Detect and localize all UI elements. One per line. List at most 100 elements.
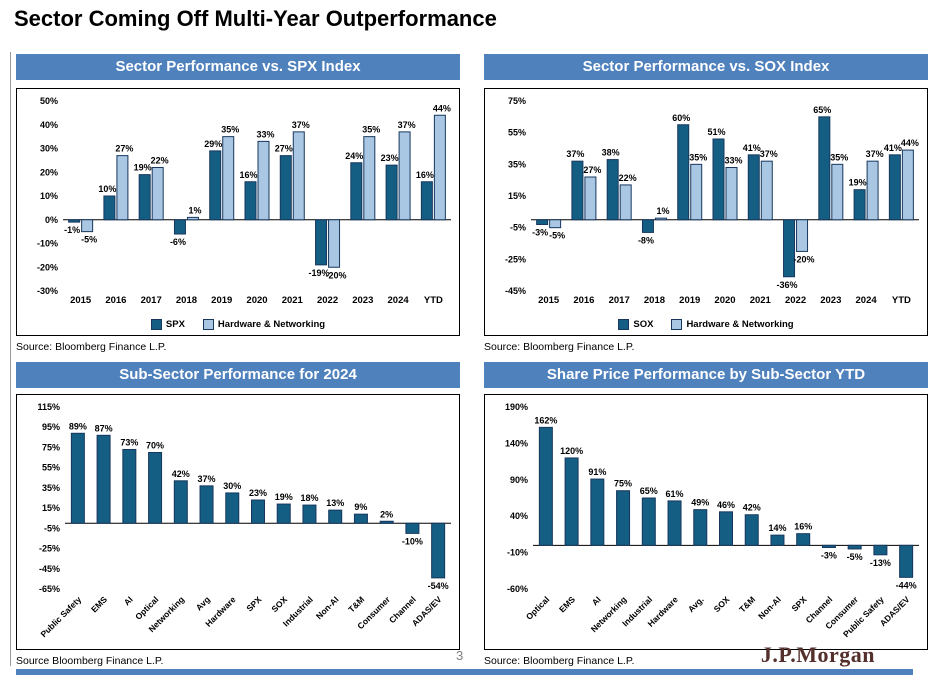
bar — [379, 520, 394, 524]
chart-title-sox: Sector Performance vs. SOX Index — [484, 54, 928, 80]
value-label: 49% — [691, 498, 709, 508]
bar — [173, 480, 188, 524]
bar — [590, 478, 605, 546]
jpmorgan-logo: J.P.Morgan — [760, 642, 875, 667]
legend-item: Hardware & Networking — [671, 319, 794, 330]
bar — [276, 503, 291, 524]
y-tick-label: 140% — [505, 438, 528, 448]
value-label: 27% — [115, 144, 133, 154]
legend-swatch-icon — [671, 319, 683, 330]
value-label: 9% — [354, 502, 367, 512]
y-tick-label: 40% — [510, 511, 528, 521]
value-label: -36% — [777, 280, 798, 290]
value-label: 27% — [583, 165, 601, 175]
bar — [209, 150, 222, 221]
y-tick-label: 90% — [510, 475, 528, 485]
value-label: 87% — [95, 423, 113, 433]
value-label: 37% — [566, 149, 584, 159]
value-label: 37% — [866, 149, 884, 159]
legend-swatch-icon — [150, 319, 162, 330]
x-category-label: SOX — [269, 594, 289, 614]
legend-label: SPX — [165, 319, 185, 330]
x-category-label: SOX — [712, 594, 732, 614]
bar — [536, 219, 549, 225]
x-category-label: 2022 — [317, 295, 338, 306]
bar — [353, 513, 368, 524]
y-tick-label: 0% — [45, 215, 58, 225]
x-category-label: T&M — [346, 594, 366, 614]
legend-item: Hardware & Networking — [202, 319, 326, 330]
y-tick-label: 20% — [40, 167, 58, 177]
x-category-label: 2020 — [246, 295, 267, 306]
bar — [760, 160, 773, 221]
x-category-label: 2023 — [820, 295, 841, 306]
value-label: 73% — [120, 437, 138, 447]
y-tick-label: 95% — [42, 422, 60, 432]
value-label: 18% — [300, 493, 318, 503]
bar — [616, 490, 631, 546]
value-label: 33% — [724, 156, 742, 166]
value-label: -5% — [81, 235, 97, 245]
x-category-label: YTD — [892, 295, 911, 306]
bar — [398, 131, 411, 221]
x-category-label: 2015 — [538, 295, 560, 306]
legend-swatch-icon — [618, 319, 630, 330]
y-tick-label: 15% — [42, 503, 60, 513]
value-label: 16% — [416, 170, 434, 180]
bar — [619, 184, 632, 221]
bar — [225, 492, 240, 524]
value-label: 35% — [830, 152, 848, 162]
value-label: 61% — [666, 489, 684, 499]
value-label: 30% — [223, 481, 241, 491]
y-tick-label: -5% — [510, 223, 526, 233]
bar — [251, 499, 265, 524]
value-label: 22% — [151, 156, 169, 166]
value-label: 16% — [794, 522, 812, 532]
bar — [831, 163, 844, 221]
value-label: -10% — [402, 536, 423, 546]
x-category-label: 2018 — [644, 295, 665, 306]
value-label: 65% — [640, 486, 658, 496]
value-label: 89% — [69, 421, 87, 431]
value-label: 19% — [134, 163, 152, 173]
value-label: 162% — [534, 415, 557, 425]
value-label: 42% — [172, 469, 190, 479]
legend-label: Hardware & Networking — [686, 319, 794, 330]
value-label: -20% — [794, 254, 815, 264]
x-category-label: AI — [122, 594, 135, 607]
value-label: 65% — [813, 105, 831, 115]
x-category-label: 2019 — [211, 295, 232, 306]
bar — [818, 116, 831, 221]
bar — [148, 452, 163, 524]
y-tick-label: 75% — [508, 96, 526, 106]
footer-bar — [16, 669, 913, 675]
bar — [725, 167, 738, 221]
value-label: 75% — [614, 479, 632, 489]
chart-title-subsector-2024: Sub-Sector Performance for 2024 — [16, 362, 460, 388]
bar — [549, 219, 562, 229]
legend-label: Hardware & Networking — [217, 319, 326, 330]
y-tick-label: 15% — [508, 191, 526, 201]
x-category-label: Non-AI — [314, 594, 341, 621]
value-label: 35% — [221, 125, 239, 135]
x-category-label: 2016 — [573, 295, 594, 306]
value-label: 70% — [146, 441, 164, 451]
value-label: 41% — [743, 143, 761, 153]
x-category-label: SPX — [244, 594, 263, 613]
y-tick-label: 75% — [42, 442, 60, 452]
y-tick-label: 50% — [40, 96, 58, 106]
value-label: 29% — [204, 139, 222, 149]
source-spx: Source: Bloomberg Finance L.P. — [16, 341, 167, 353]
value-label: 27% — [275, 144, 293, 154]
bar — [302, 504, 317, 524]
x-category-label: 2018 — [176, 295, 197, 306]
bar — [690, 163, 703, 221]
x-category-label: 2015 — [70, 295, 92, 306]
bar — [654, 217, 667, 221]
x-category-label: 2024 — [388, 295, 410, 306]
x-category-label: 2017 — [609, 295, 630, 306]
y-tick-label: 115% — [37, 402, 60, 412]
bar — [116, 155, 129, 221]
value-label: 10% — [98, 184, 116, 194]
